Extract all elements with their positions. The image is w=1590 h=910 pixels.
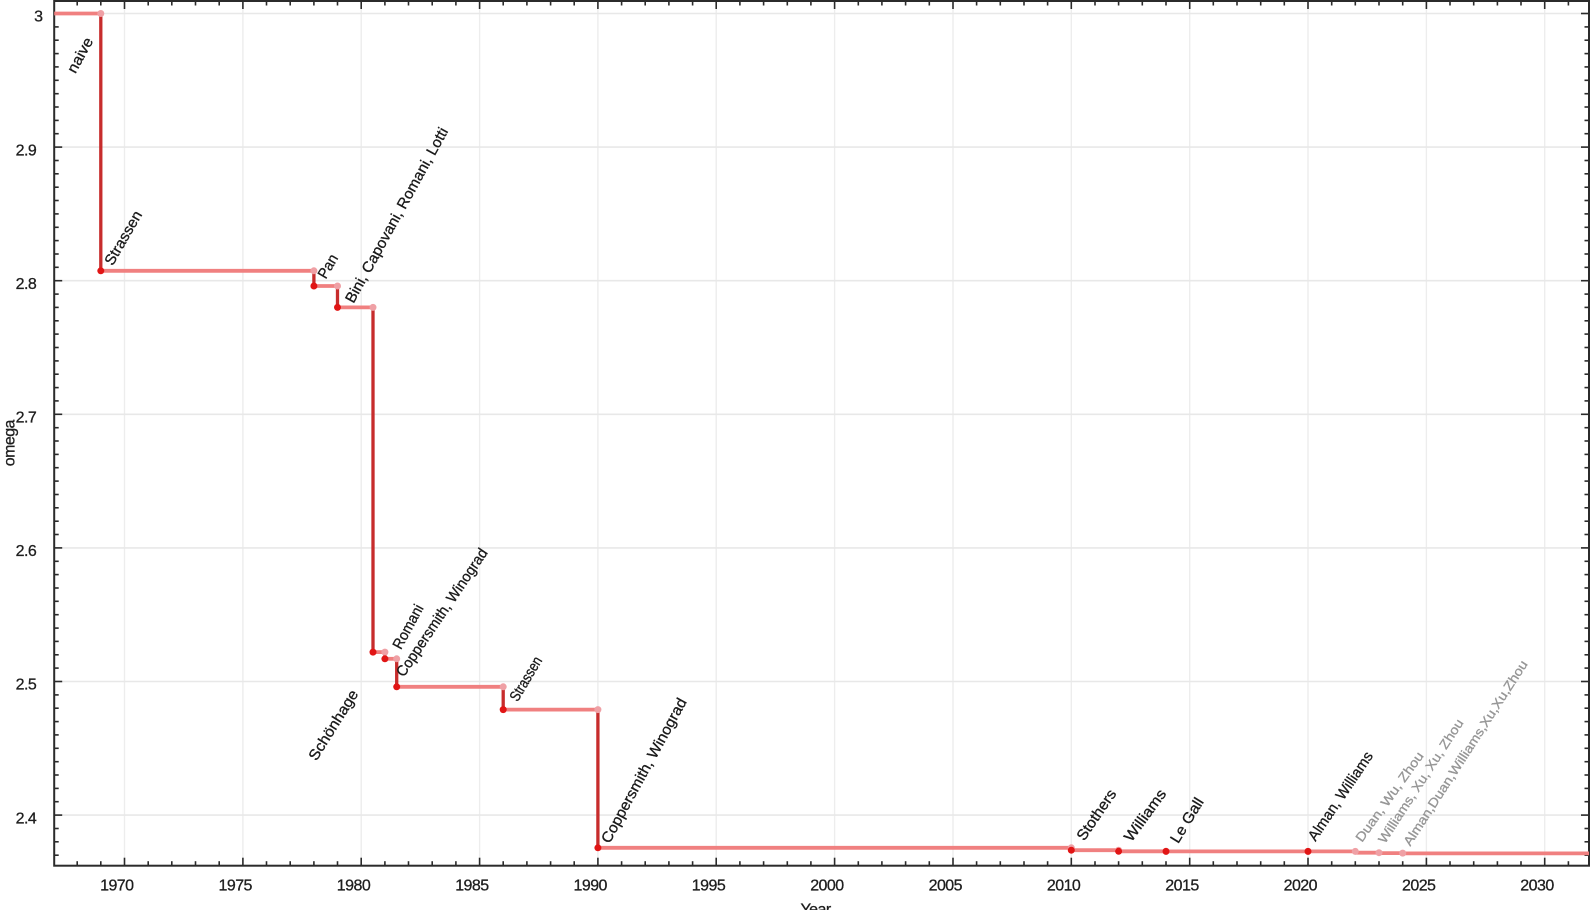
svg-text:1990: 1990 <box>574 878 608 895</box>
svg-text:2000: 2000 <box>810 878 844 895</box>
svg-text:2015: 2015 <box>1165 878 1199 895</box>
svg-text:2025: 2025 <box>1402 878 1436 895</box>
svg-text:omega: omega <box>1 419 18 466</box>
svg-text:2.9: 2.9 <box>16 142 37 159</box>
svg-text:1980: 1980 <box>337 878 371 895</box>
svg-text:2030: 2030 <box>1520 878 1554 895</box>
svg-text:2.6: 2.6 <box>16 543 37 560</box>
svg-text:Year: Year <box>801 902 832 910</box>
svg-text:1970: 1970 <box>100 878 134 895</box>
svg-text:2.8: 2.8 <box>16 276 37 293</box>
svg-text:2.4: 2.4 <box>16 810 37 827</box>
svg-text:1975: 1975 <box>219 878 253 895</box>
svg-text:1985: 1985 <box>455 878 489 895</box>
svg-text:2.7: 2.7 <box>16 410 37 427</box>
svg-text:2010: 2010 <box>1047 878 1081 895</box>
svg-text:2020: 2020 <box>1284 878 1318 895</box>
svg-text:2005: 2005 <box>929 878 963 895</box>
svg-text:1995: 1995 <box>692 878 726 895</box>
svg-text:3: 3 <box>34 9 43 26</box>
svg-text:2.5: 2.5 <box>16 677 37 694</box>
